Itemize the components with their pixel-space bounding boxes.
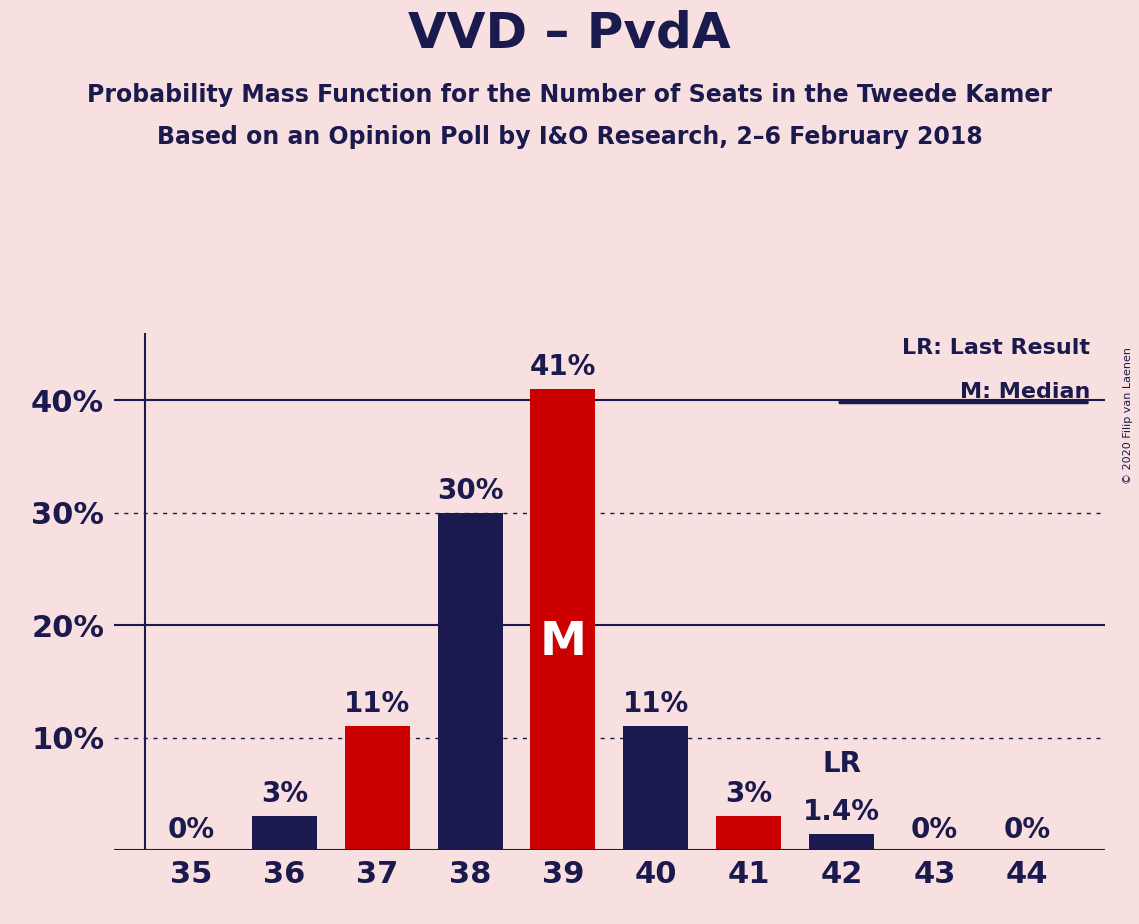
Bar <box>252 816 317 850</box>
Text: M: M <box>540 620 587 665</box>
Text: 3%: 3% <box>261 781 308 808</box>
Text: LR: Last Result: LR: Last Result <box>902 338 1090 358</box>
Text: 30%: 30% <box>437 477 503 505</box>
Bar <box>809 834 874 850</box>
Text: 11%: 11% <box>344 690 410 719</box>
Bar <box>437 513 502 850</box>
Text: Probability Mass Function for the Number of Seats in the Tweede Kamer: Probability Mass Function for the Number… <box>87 83 1052 107</box>
Text: 11%: 11% <box>623 690 689 719</box>
Bar <box>345 726 410 850</box>
Text: 0%: 0% <box>911 817 958 845</box>
Text: 3%: 3% <box>726 781 772 808</box>
Text: 0%: 0% <box>1003 817 1051 845</box>
Bar <box>716 816 781 850</box>
Bar <box>623 726 688 850</box>
Text: LR: LR <box>822 750 861 778</box>
Text: VVD – PvdA: VVD – PvdA <box>408 9 731 57</box>
Text: 1.4%: 1.4% <box>803 798 880 826</box>
Text: Based on an Opinion Poll by I&O Research, 2–6 February 2018: Based on an Opinion Poll by I&O Research… <box>157 125 982 149</box>
Text: 0%: 0% <box>167 817 215 845</box>
Text: 41%: 41% <box>530 353 596 381</box>
Text: M: Median: M: Median <box>959 382 1090 402</box>
Bar <box>531 389 596 850</box>
Text: © 2020 Filip van Laenen: © 2020 Filip van Laenen <box>1123 347 1133 484</box>
